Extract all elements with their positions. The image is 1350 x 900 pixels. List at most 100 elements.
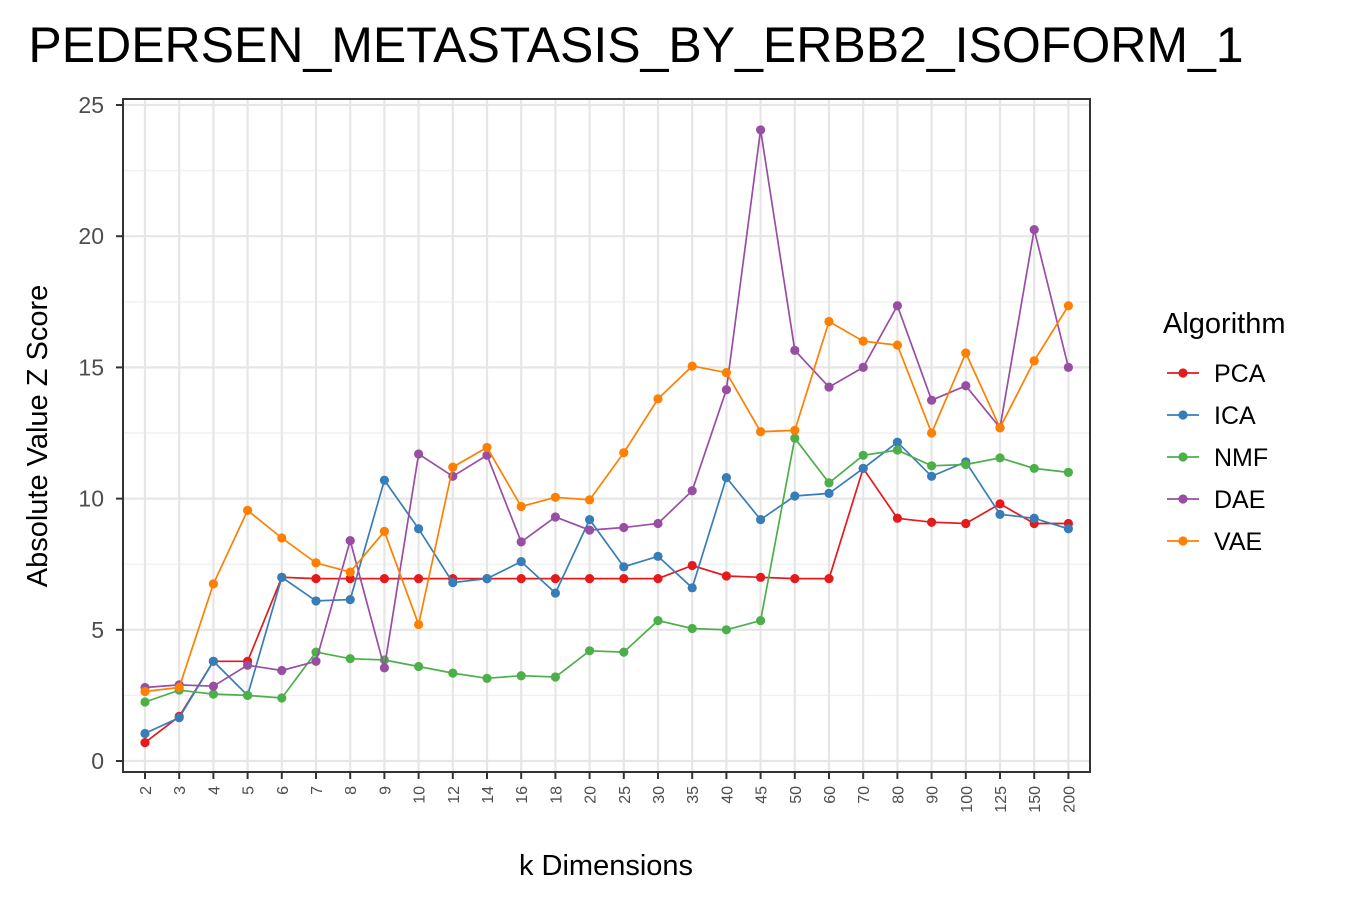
data-point-dae [892, 301, 903, 311]
data-point-vae [345, 567, 355, 577]
series-line-pca [144, 466, 1069, 744]
data-point-dae [208, 681, 218, 691]
data-point-ica [550, 588, 561, 598]
data-point-ica [892, 437, 903, 447]
data-point-vae [687, 361, 697, 371]
data-point-dae [927, 395, 937, 405]
x-tick-label: 18 [548, 786, 565, 804]
data-point-dae [653, 518, 663, 529]
data-point-nmf [140, 697, 150, 707]
data-point-pca [995, 499, 1005, 509]
data-point-ica [995, 509, 1005, 519]
y-tick-label: 0 [91, 748, 104, 774]
data-point-nmf [550, 672, 561, 682]
x-tick-label: 40 [719, 786, 736, 804]
data-point-pca [379, 574, 389, 584]
x-tick-label: 125 [993, 786, 1010, 813]
data-point-vae [721, 368, 732, 378]
x-tick-label: 80 [890, 786, 907, 804]
data-point-dae [824, 382, 834, 392]
data-point-dae [756, 125, 766, 135]
data-point-ica [585, 514, 595, 525]
data-point-pca [824, 574, 834, 584]
x-tick-label: 150 [1027, 786, 1044, 813]
data-point-ica [858, 463, 868, 474]
legend-label-nmf: NMF [1214, 444, 1268, 472]
data-point-vae [961, 348, 971, 358]
data-point-vae [585, 495, 595, 505]
data-point-nmf [1029, 463, 1039, 474]
data-point-ica [687, 583, 697, 593]
data-point-ica [448, 577, 458, 588]
x-tick-label: 35 [685, 786, 702, 804]
x-tick-label: 5 [241, 786, 258, 795]
data-point-nmf [414, 661, 424, 672]
data-point-vae [208, 579, 218, 589]
chart-title: PEDERSEN_METASTASIS_BY_ERBB2_ISOFORM_1 [28, 17, 1243, 73]
x-tick-label: 12 [446, 786, 463, 804]
data-point-vae [516, 501, 526, 512]
data-point-ica [756, 514, 766, 525]
data-point-nmf [585, 646, 595, 656]
data-point-pca [550, 574, 561, 584]
y-tick-label: 5 [91, 617, 104, 643]
legend-label-pca: PCA [1214, 360, 1266, 388]
data-point-vae [379, 526, 389, 537]
data-point-ica [345, 595, 355, 605]
x-tick-label: 200 [1061, 786, 1078, 813]
data-point-pca [516, 574, 526, 584]
data-point-ica [619, 562, 629, 572]
data-point-ica [140, 728, 150, 739]
data-point-vae [892, 340, 903, 350]
data-point-dae [790, 345, 800, 355]
data-point-nmf [687, 623, 697, 634]
data-point-ica [721, 473, 732, 483]
data-point-dae [345, 535, 355, 546]
data-point-vae [1029, 356, 1039, 366]
data-point-ica [1029, 513, 1039, 523]
data-point-nmf [208, 689, 218, 699]
y-tick-label: 15 [78, 354, 104, 380]
data-point-vae [243, 505, 253, 516]
data-point-pca [927, 517, 937, 527]
series-line-nmf [144, 436, 1069, 703]
data-point-nmf [1063, 467, 1073, 477]
data-point-dae [1063, 362, 1073, 372]
data-point-nmf [516, 671, 526, 681]
x-tick-label: 100 [959, 786, 976, 813]
data-point-vae [824, 316, 834, 327]
legend-marker-pca [1178, 368, 1188, 378]
data-point-pca [721, 571, 732, 581]
data-point-pca [140, 738, 150, 748]
y-axis: 0 5 10 15 20 25 [78, 92, 123, 774]
x-tick-label: 10 [412, 786, 429, 804]
data-point-dae [687, 486, 697, 496]
data-point-ica [1063, 524, 1073, 534]
data-point-ica [174, 713, 184, 723]
data-point-nmf [653, 616, 663, 626]
data-point-pca [585, 574, 595, 584]
legend-label-dae: DAE [1214, 486, 1265, 514]
data-point-vae [756, 427, 766, 437]
data-point-vae [1063, 301, 1073, 311]
data-point-ica [653, 551, 663, 561]
data-point-dae [619, 522, 629, 533]
legend-title: Algorithm [1163, 308, 1286, 340]
data-point-ica [790, 491, 800, 501]
data-point-dae [243, 660, 253, 670]
data-point-vae [995, 423, 1005, 433]
x-axis: 2 3 4 5 6 7 8 9 10 12 14 16 18 20 25 30 35 40 45 50 60 70 80 90… [138, 772, 1078, 813]
data-point-pca [414, 574, 424, 584]
data-point-pca [687, 560, 697, 571]
legend-marker-ica [1178, 410, 1188, 420]
data-point-dae [379, 663, 389, 673]
data-point-vae [619, 448, 629, 458]
data-point-vae [653, 394, 663, 404]
data-point-dae [961, 381, 971, 391]
data-point-nmf [619, 647, 629, 657]
data-point-ica [208, 656, 218, 666]
data-point-pca [756, 572, 766, 582]
y-tick-label: 10 [78, 486, 104, 512]
data-point-vae [140, 686, 150, 697]
